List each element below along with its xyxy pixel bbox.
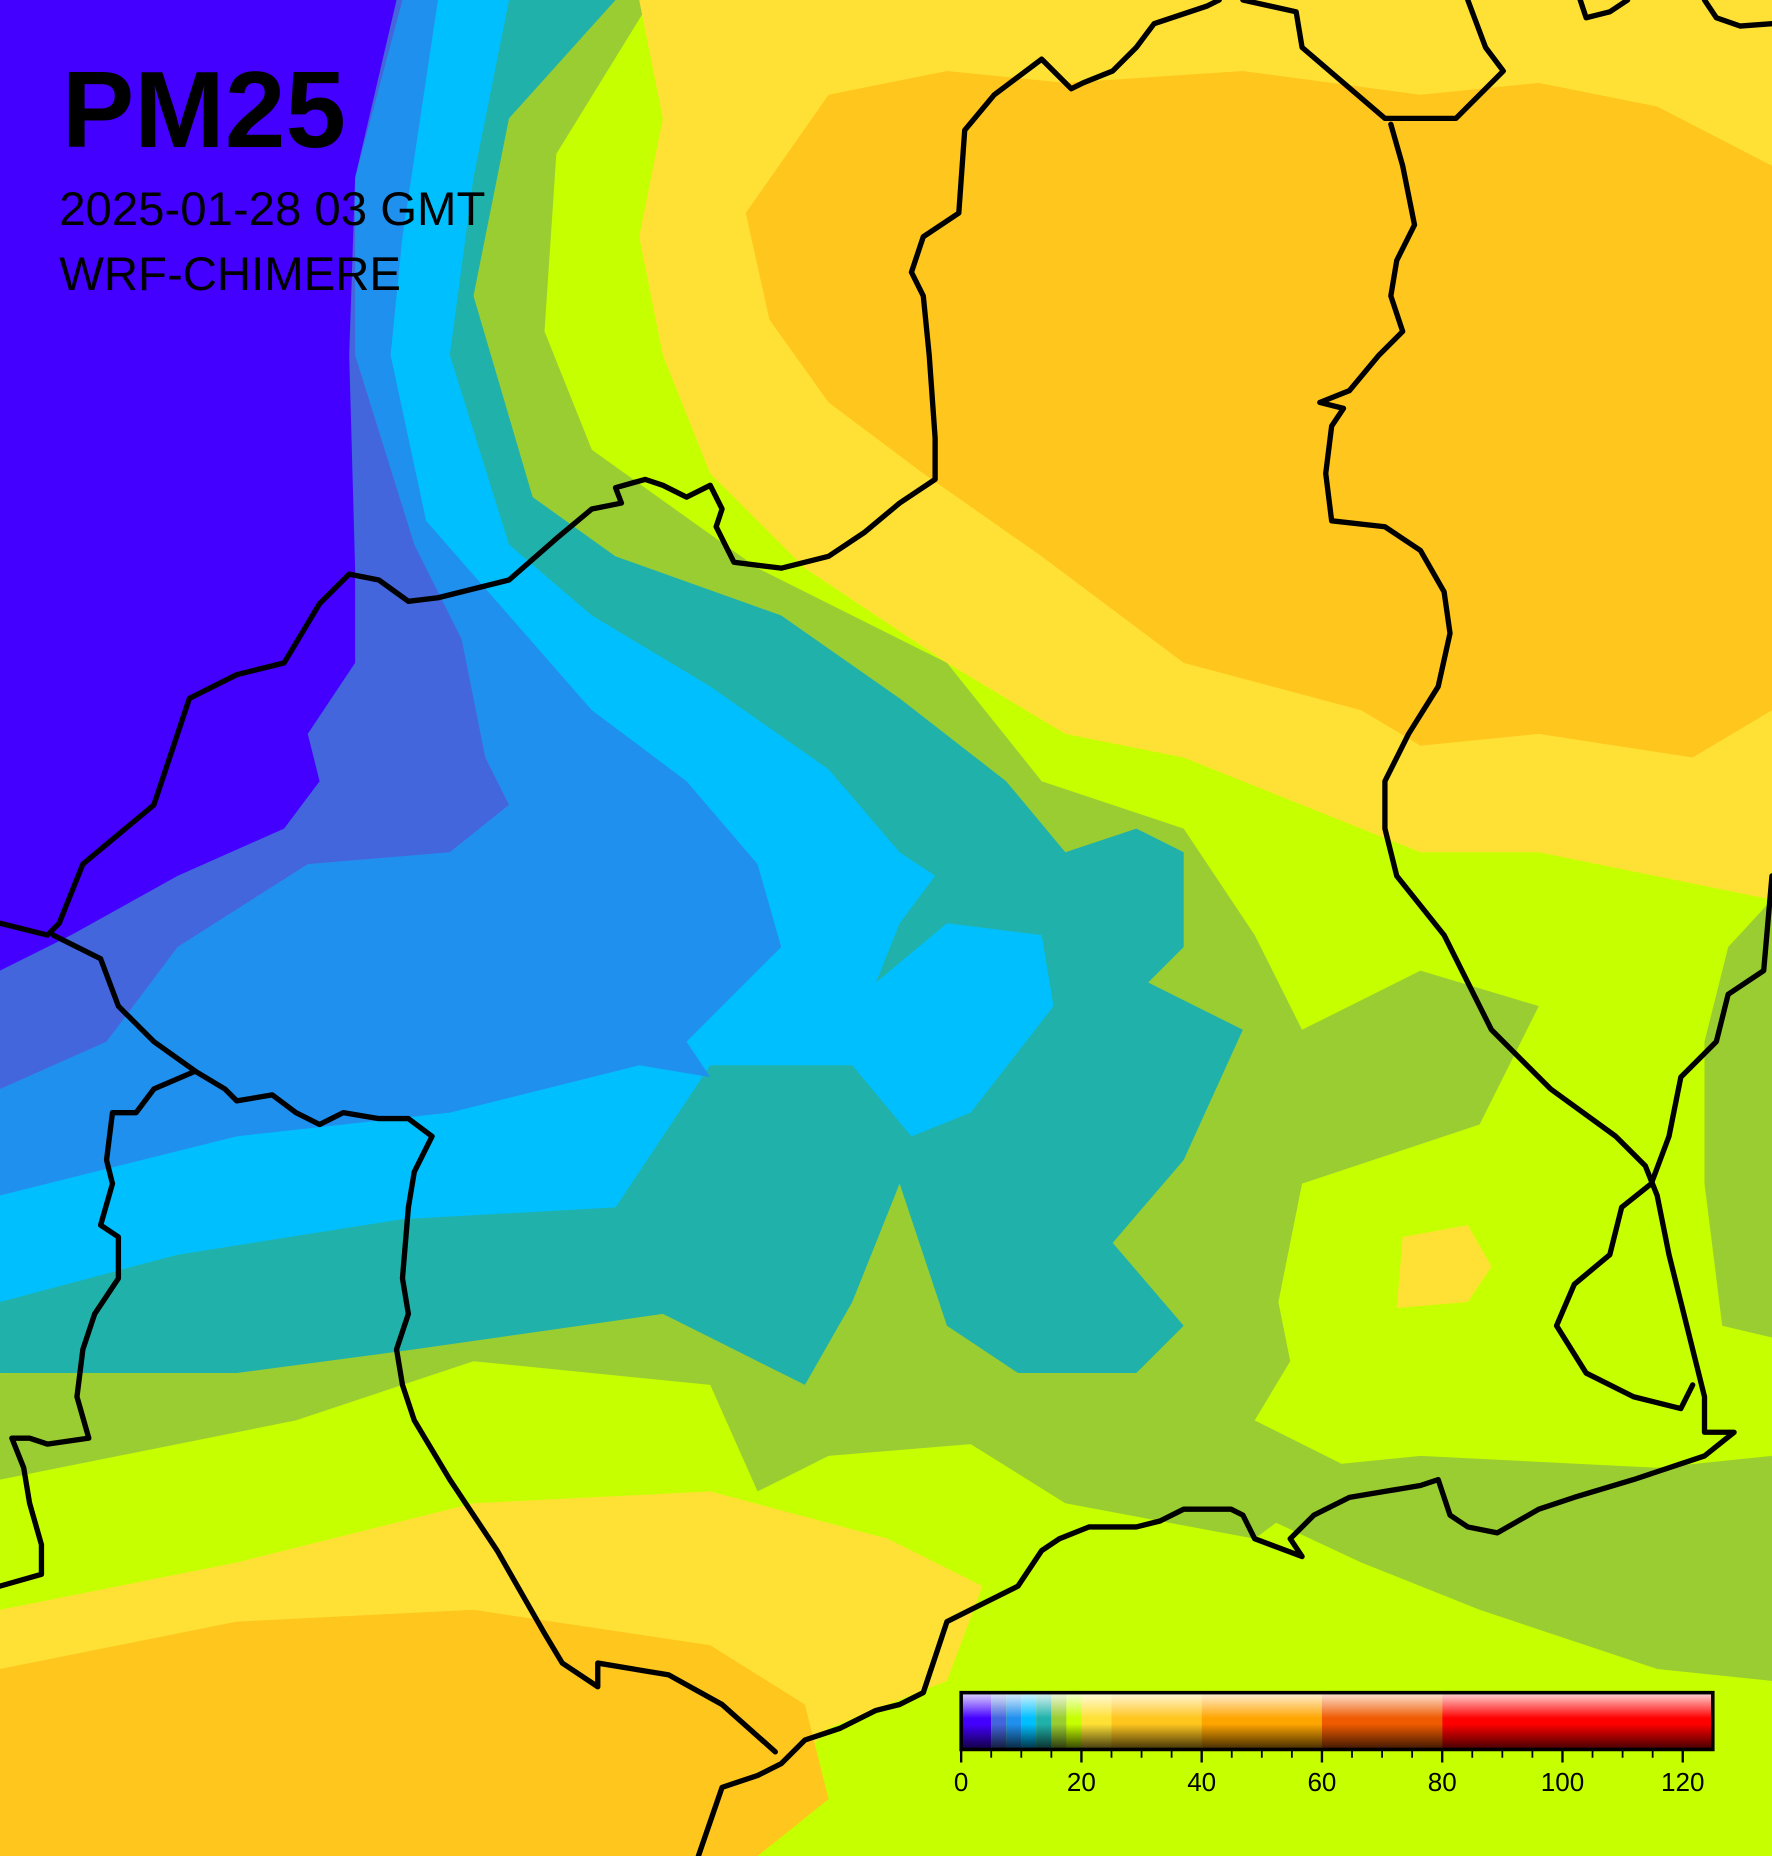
field-band <box>0 0 397 971</box>
field-band <box>745 71 1772 758</box>
tick-label: 100 <box>1541 1767 1584 1797</box>
border <box>1553 873 1772 1412</box>
border <box>1701 0 1772 29</box>
border <box>50 932 778 1755</box>
map-date: 2025-01-28 03 GMT <box>59 183 485 236</box>
border <box>0 0 1222 938</box>
field-band <box>1704 899 1772 1338</box>
border <box>1240 0 1506 122</box>
map-title: PM25 <box>62 49 346 171</box>
model-name: WRF-CHIMERE <box>59 248 401 301</box>
tick-label: 0 <box>954 1767 968 1797</box>
border <box>695 121 1737 1856</box>
tick-label: 40 <box>1187 1767 1216 1797</box>
colorbar-shade <box>961 1692 1713 1750</box>
tick-label: 120 <box>1661 1767 1704 1797</box>
tick-label: 80 <box>1428 1767 1457 1797</box>
tick-label: 60 <box>1307 1767 1336 1797</box>
tick-label: 20 <box>1067 1767 1096 1797</box>
field-band <box>0 1609 829 1856</box>
colorbar-frame <box>959 1690 1715 1752</box>
field-band <box>1183 1455 1772 1681</box>
field-band <box>1396 1225 1492 1308</box>
border <box>1577 0 1631 21</box>
border <box>0 1068 198 1589</box>
colorbar: 0 20 40 60 80 100 120 <box>954 1690 1715 1797</box>
